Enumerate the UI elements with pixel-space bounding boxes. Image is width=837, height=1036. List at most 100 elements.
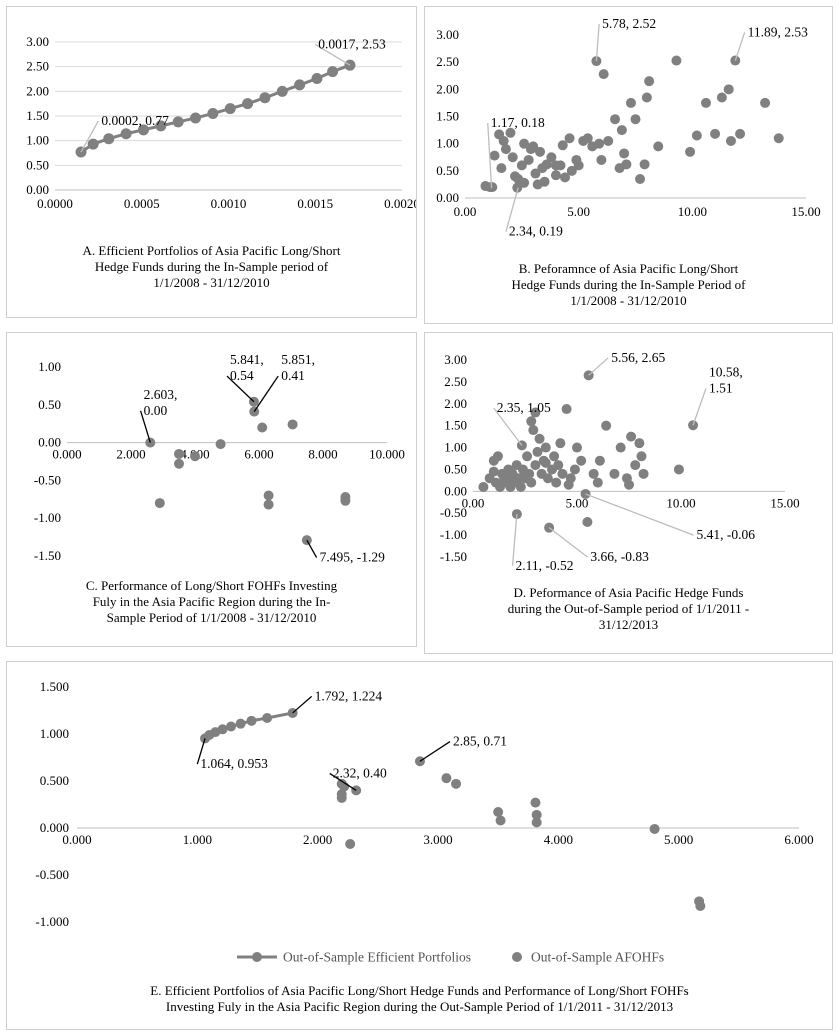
chart-e-series-2-point <box>351 785 362 796</box>
chart-b-series-point <box>498 135 509 146</box>
chart-b-series-point <box>621 159 632 170</box>
chart-c-x-tick-label: 6.000 <box>244 447 273 462</box>
chart-a-x-tick-label: 0.0015 <box>297 196 333 211</box>
chart-d-series-point <box>630 460 641 471</box>
chart-d-series-point <box>624 479 634 490</box>
chart-d-series-point <box>551 477 562 488</box>
chart-e-annotation-label: 1.792, 1.224 <box>315 688 383 703</box>
chart-e-series-2-point <box>451 778 462 789</box>
chart-d-series-point <box>530 460 541 471</box>
chart-b-series-point <box>516 160 527 171</box>
chart-d-annotation-label: 5.41, -0.06 <box>696 527 755 542</box>
chart-e-annotation-label: 1.064, 0.953 <box>200 756 268 771</box>
chart-d-series-point <box>636 451 647 462</box>
chart-b-series-point <box>625 97 636 108</box>
chart-a-series-point <box>137 124 149 136</box>
chart-b-series-point <box>582 133 593 144</box>
chart-d-series-point <box>478 481 489 492</box>
chart-panel-e: -1.000 -0.500 0.000 0.500 1.000 1.500 0.000 1.0… <box>6 661 833 1030</box>
chart-d-annotation-leader <box>588 357 609 376</box>
chart-a-annotation-label: 0.0002, 0.77 <box>101 113 169 128</box>
chart-d-annotation-line: 1.51 <box>709 380 733 395</box>
chart-b-series-point <box>566 165 577 176</box>
chart-d-series-point <box>582 516 593 527</box>
chart-b-annotation-label: 5.78, 2.52 <box>602 16 656 31</box>
chart-d-caption: D. Peformance of Asia Pacific Hedge Fund… <box>507 585 750 632</box>
chart-d-series-point <box>563 479 574 490</box>
chart-b-series-point <box>505 127 516 138</box>
chart-d-series-point <box>572 442 582 453</box>
chart-d-y-tick-label: 1.00 <box>444 440 467 455</box>
chart-b-series-point <box>691 130 702 141</box>
chart-d-annotation-line: 5.56, 2.65 <box>611 350 665 365</box>
chart-c-series-point <box>263 490 274 501</box>
chart-d-y-tick-label: 2.00 <box>444 396 467 411</box>
chart-b-series-point <box>598 69 609 80</box>
chart-e-series-1-point <box>217 724 228 735</box>
chart-b-series-point <box>725 135 736 146</box>
chart-c-plot: -1.50-1.00-0.500.000.501.000.0002.0004.0… <box>34 352 405 564</box>
chart-panel-a: 0.00 0.50 1.00 1.50 2.00 2.50 3.00 0.0000 0.0005… <box>6 6 417 318</box>
chart-panel-d: -1.50 -1.00 -0.50 0.00 0.50 1.00 1.50 2.00 2.50 3… <box>424 332 833 654</box>
chart-d-series-point <box>516 440 527 451</box>
chart-e-x-tick-label: 6.000 <box>784 832 813 847</box>
chart-d-annotation-label: 2.11, -0.52 <box>516 558 574 573</box>
chart-e-series-2-point <box>495 815 506 826</box>
chart-b-y-tick-label: 1.00 <box>436 136 459 151</box>
chart-d-annotation-line: 3.66, -0.83 <box>590 549 649 564</box>
chart-c-annotation-line: 5.841, <box>230 352 264 367</box>
chart-b-x-tick-label: 15.00 <box>791 204 820 219</box>
chart-c-series-point <box>257 422 268 433</box>
chart-d-annotation-line: 2.11, -0.52 <box>516 558 574 573</box>
chart-e-y-tick-label: -1.000 <box>35 914 69 929</box>
chart-panel-c: -1.50-1.00-0.500.000.501.000.0002.0004.0… <box>6 332 417 647</box>
chart-c-annotation-line: 0.41 <box>281 368 305 383</box>
chart-b-series-point <box>716 92 727 103</box>
chart-e-annotation-leader <box>329 772 357 791</box>
chart-b-series-point <box>564 133 575 144</box>
chart-b-y-tick-label: 2.00 <box>436 81 459 96</box>
chart-e-series-2-point <box>336 792 347 803</box>
chart-b-series-point <box>616 125 627 136</box>
chart-d-y-tick-label: 3.00 <box>444 352 467 367</box>
chart-e-legend-label: Out-of-Sample AFOHFs <box>531 950 664 965</box>
chart-a-caption: A. Efficient Portfolios of Asia Pacific … <box>82 243 341 290</box>
chart-e-annotation-leader <box>292 695 313 714</box>
chart-d-series-point <box>634 438 645 449</box>
chart-b-series-point <box>496 163 507 174</box>
chart-b-series-point <box>550 160 561 171</box>
chart-d-series-point <box>540 457 551 468</box>
chart-d-series-point <box>492 451 503 462</box>
chart-d-annotation-line: 10.58, <box>709 364 743 379</box>
chart-b-series-point <box>546 152 557 163</box>
chart-b-series-point <box>560 172 571 183</box>
chart-b-series-point <box>487 182 498 193</box>
chart-e-annotation-line: 1.792, 1.224 <box>315 688 383 703</box>
chart-d-x-tick-label: 10.00 <box>666 495 695 510</box>
chart-b-y-tick-label: 2.50 <box>436 54 459 69</box>
chart-a-series-point <box>120 128 132 140</box>
chart-e-x-tick-label: 1.000 <box>183 832 212 847</box>
chart-a-series-line <box>80 63 351 154</box>
chart-e-y-tick-label: 0.000 <box>40 820 69 835</box>
chart-c-y-tick-label: -0.50 <box>34 472 61 487</box>
chart-d-series-point <box>488 466 499 477</box>
chart-d-series-point <box>534 433 545 444</box>
chart-b-series-point <box>603 135 614 146</box>
chart-b-y-tick-label: 0.50 <box>436 163 459 178</box>
chart-b-series-point <box>550 170 561 181</box>
chart-c-annotation-leader <box>306 539 318 558</box>
chart-a-series-point <box>294 79 306 91</box>
chart-d-series-point <box>561 404 572 415</box>
chart-d-annotation-leader <box>692 388 707 426</box>
chart-d-series-point <box>576 455 587 466</box>
chart-c-y-tick-label: 0.50 <box>38 397 61 412</box>
chart-a-series-point <box>276 85 288 97</box>
chart-c-annotation-line: 5.851, <box>281 352 315 367</box>
chart-e-series-2-point <box>531 817 542 828</box>
chart-a-series-point <box>87 138 99 150</box>
chart-d-series-point <box>557 468 568 479</box>
chart-b-annotation-line: 1.17, 0.18 <box>491 115 545 130</box>
chart-e-x-tick-label: 0.000 <box>62 832 91 847</box>
